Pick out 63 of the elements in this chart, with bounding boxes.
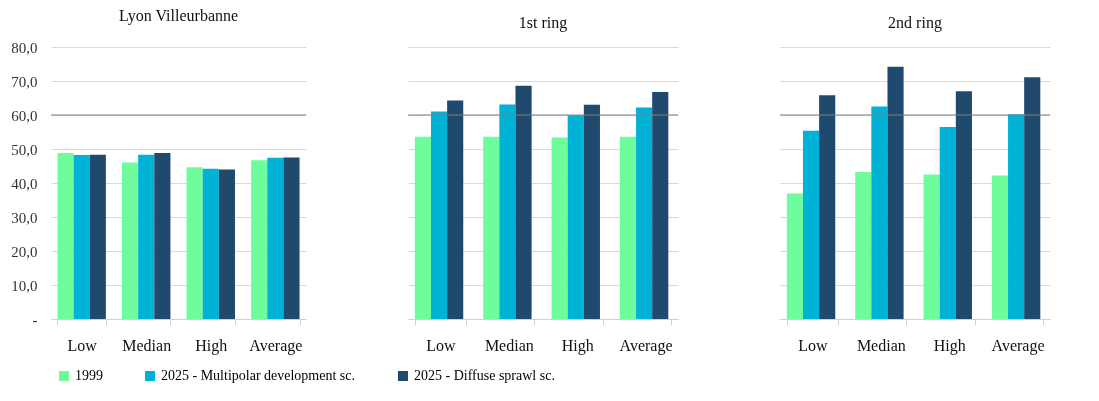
bar [267, 157, 284, 319]
bar [73, 155, 90, 319]
bar [1008, 114, 1025, 319]
x-tick-label: High [933, 336, 966, 355]
bar [202, 168, 219, 319]
chart-title: Lyon Villeurbanne [118, 7, 239, 25]
bar [887, 66, 904, 319]
x-tick-label: Average [619, 336, 673, 355]
y-tick-label: 30,0 [11, 209, 38, 226]
bar [786, 193, 803, 319]
bar [483, 136, 500, 319]
bar [636, 107, 653, 319]
x-tick-label: Low [67, 336, 98, 354]
bar [154, 153, 171, 319]
bar [939, 126, 956, 319]
bar [89, 154, 106, 319]
bar [122, 162, 139, 319]
bar [871, 106, 888, 319]
y-tick-label: - [32, 311, 38, 328]
bar [955, 91, 972, 319]
bar [923, 174, 940, 319]
bar [819, 95, 836, 319]
x-tick-label: Median [484, 336, 534, 354]
legend-label: 2025 - Multipolar development sc. [161, 368, 356, 383]
bar [251, 160, 268, 319]
bar [218, 169, 235, 319]
x-tick-label: Median [856, 336, 906, 354]
y-tick-label: 80,0 [11, 39, 38, 56]
y-tick-label: 70,0 [11, 73, 38, 90]
bar [991, 175, 1009, 319]
y-tick-label: 10,0 [11, 277, 38, 294]
bar [138, 154, 155, 319]
bar [447, 100, 464, 319]
legend-label: 2025 - Diffuse sprawl sc. [414, 368, 555, 383]
y-tick-label: 40,0 [11, 175, 38, 192]
x-tick-label: Average [249, 336, 303, 355]
bar [802, 130, 820, 319]
x-tick-label: Low [798, 336, 829, 354]
bar [1024, 77, 1041, 319]
chart-title: 2nd ring [888, 14, 942, 32]
x-tick-label: High [561, 336, 594, 355]
x-tick-label: Low [426, 336, 457, 354]
bar [855, 172, 872, 319]
bar [414, 136, 431, 319]
legend-label: 1999 [75, 368, 103, 383]
x-tick-label: Average [991, 336, 1045, 355]
bar [567, 115, 584, 319]
bar [430, 111, 448, 319]
bar [186, 167, 203, 319]
bar [57, 153, 74, 319]
y-tick-label: 60,0 [11, 107, 38, 124]
x-tick-label: High [195, 336, 228, 355]
x-tick-label: Median [122, 336, 172, 354]
bar [551, 137, 568, 319]
bar [283, 157, 300, 319]
bar [499, 104, 516, 319]
bar [619, 136, 637, 319]
bar [583, 104, 600, 319]
bar [515, 85, 532, 319]
y-tick-label: 50,0 [11, 141, 38, 158]
chart-title: 1st ring [518, 14, 568, 32]
bar [652, 91, 669, 319]
y-tick-label: 20,0 [11, 243, 38, 260]
